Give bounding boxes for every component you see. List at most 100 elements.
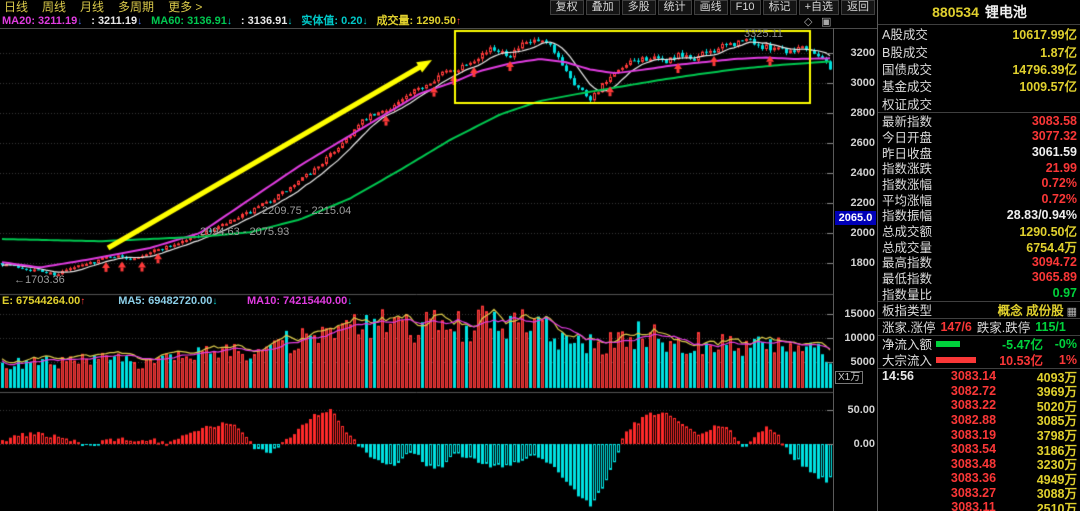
indicator-text: MA20: 3211.19	[2, 14, 78, 27]
tick-list[interactable]: 14:56 3083.14 4093万 3082.72 3969万 3083.22 5020…	[878, 369, 1080, 511]
quote-row-value: 10617.99亿	[1012, 28, 1077, 43]
board-type-inner: 板指类型 概念 成份股 ▦	[878, 302, 1080, 318]
low-annotation: ←1703.36	[14, 274, 65, 286]
period-menu-item-1[interactable]: 日线	[4, 0, 29, 14]
indicator-segment: : 3211.19↓	[91, 15, 142, 28]
quote-row-value: 3061.59	[1031, 145, 1077, 160]
indicator-text: : 3211.19	[91, 14, 138, 27]
indicator-segment: 实体值: 0.20↓	[301, 15, 367, 28]
quote-row-label: 指数量比	[882, 287, 933, 302]
quote-row: 昨日收盘 3061.59	[878, 144, 1080, 161]
volume-axis-tick: 10000	[844, 332, 875, 344]
trend-arrow-icon: ↑	[456, 15, 462, 27]
breadth-up-value: 147/6	[940, 319, 972, 334]
quote-row: 指数振幅 28.83/0.94%	[878, 207, 1080, 224]
period-menu-item-2[interactable]: 周线	[42, 0, 67, 14]
quote-row-label: 指数振幅	[882, 209, 933, 224]
board-link-1[interactable]: 概念	[997, 304, 1023, 319]
period-menu-item-3[interactable]: 月线	[80, 0, 105, 14]
tick-row: 3083.48 3230万	[878, 456, 1080, 473]
quote-row-value: 1009.57亿	[1019, 80, 1077, 95]
tick-price: 3083.27	[950, 485, 997, 500]
tick-price: 3083.36	[950, 471, 997, 486]
quote-row: A股成交 10617.99亿	[878, 25, 1080, 42]
toolbar-button-2[interactable]: 叠加	[585, 0, 620, 15]
tick-row: 3083.22 5020万	[878, 398, 1080, 414]
period-menu-item-4[interactable]: 多周期	[118, 0, 155, 14]
main-chart-canvas[interactable]	[0, 28, 833, 511]
flow-pct: -0%	[1054, 336, 1077, 351]
top-toolbar: 复权 叠加 多股 统计 画线 F10 标记 +自选 返回	[549, 0, 877, 15]
volume-ma-text: E: 67544264.00	[2, 295, 81, 307]
tick-row: 3083.54 3186万	[878, 442, 1080, 458]
price-axis-tick: 1800	[850, 257, 875, 269]
quote-row: 最新指数 3083.58	[878, 113, 1080, 130]
trend-arrow-icon: ↓	[77, 15, 83, 27]
quote-row-label: 国债成交	[882, 62, 933, 77]
volume-ma-label: E: 67544264.00↑	[2, 295, 85, 307]
tick-time: 14:56	[882, 369, 914, 384]
quote-panel-title[interactable]: 880534 锂电池	[878, 0, 1080, 24]
toolbar-button-7[interactable]: 标记	[762, 0, 797, 15]
toolbar-button-5[interactable]: 画线	[693, 0, 728, 15]
quote-row-label: B股成交	[882, 45, 928, 60]
tick-volume: 4949万	[1036, 472, 1077, 487]
quote-row-value: 14796.39亿	[1012, 62, 1077, 77]
price-axis-tick: 2600	[850, 137, 875, 149]
market-turnover-rows: A股成交 10617.99亿 B股成交 1.87亿 国债成交 14796.39亿 基金成交 1…	[878, 25, 1080, 112]
price-axis-tick: 2800	[850, 107, 875, 119]
tick-volume: 3798万	[1036, 429, 1077, 443]
indicator-segment: MA20: 3211.19↓	[2, 15, 82, 28]
flow-bar	[936, 356, 977, 363]
tick-price: 3082.88	[950, 412, 997, 427]
tick-price: 3083.22	[950, 398, 997, 413]
quote-row: 平均涨幅 0.72%	[878, 191, 1080, 208]
quote-row-value: 28.83/0.94%	[1006, 207, 1077, 222]
toolbar-button-4[interactable]: 统计	[657, 0, 692, 15]
quote-row: 今日开盘 3077.32	[878, 129, 1080, 145]
stock-code: 880534	[932, 4, 979, 20]
diamond-tool-icon[interactable]: ◇	[804, 16, 813, 28]
toolbar-button-1[interactable]: 复权	[549, 0, 584, 15]
flow-bar	[936, 340, 961, 347]
grid-icon[interactable]: ▦	[1066, 306, 1077, 319]
toolbar-button-8[interactable]: +自选	[798, 0, 839, 15]
tick-row: 3082.88 3085万	[878, 412, 1080, 429]
indicator-text: 实体值: 0.20	[301, 14, 363, 27]
right-axis: 2065.0 X1万 3200 3000 2800 2600 2400 2200 2000 1…	[833, 28, 878, 511]
quote-row: 总成交量 6754.4万	[878, 238, 1080, 255]
flow-value: 10.53亿	[999, 354, 1043, 369]
board-type-row: 板指类型 概念 成份股 ▦	[878, 302, 1080, 318]
window-tool-icon[interactable]: ▣	[821, 16, 832, 28]
board-link-2[interactable]: 成份股	[1022, 304, 1064, 319]
toolbar-button-6[interactable]: F10	[729, 0, 761, 15]
price-axis-tick: 3000	[850, 77, 875, 89]
toolbar-button-3[interactable]: 多股	[621, 0, 656, 15]
trend-arrow-icon: ↓	[137, 15, 143, 27]
price-axis-tick: 2200	[850, 197, 875, 209]
tick-price: 3083.14	[950, 369, 997, 384]
quote-row: 最低指数 3065.89	[878, 270, 1080, 286]
tick-row: 3082.72 3969万	[878, 383, 1080, 400]
quote-row: B股成交 1.87亿	[878, 42, 1080, 60]
board-type-label: 板指类型	[882, 304, 933, 319]
tick-price: 3083.48	[950, 456, 997, 471]
indicator-segment: : 3136.91↓	[241, 15, 292, 28]
trend-arrow-icon: ↑	[80, 296, 86, 307]
gap-annotation-1: 2209.75 - 2215.04	[262, 205, 352, 217]
toolbar-button-9[interactable]: 返回	[841, 0, 875, 15]
quote-row-label: A股成交	[882, 28, 928, 43]
breadth-row: 涨家.涨停 147/6 跌家.跌停 115/1	[878, 319, 1080, 336]
quote-row: 指数涨幅 0.72%	[878, 176, 1080, 192]
quote-row-label: 最新指数	[882, 115, 933, 130]
period-menu-item-5[interactable]: 更多 >	[168, 0, 203, 14]
tick-price: 3083.11	[951, 500, 996, 511]
breadth-inner: 涨家.涨停 147/6 跌家.跌停 115/1	[878, 319, 1080, 336]
tick-volume: 2510万	[1036, 501, 1077, 511]
quote-panel: 880534 锂电池 A股成交 10617.99亿 B股成交 1.87亿国债成交 1479…	[877, 0, 1080, 511]
trend-arrow-icon: ↓	[212, 296, 218, 307]
quote-row-value: 3065.89	[1031, 270, 1077, 285]
breadth-up-label: 涨家.涨停	[882, 321, 936, 336]
quote-row-value: 0.72%	[1041, 192, 1077, 207]
quote-row: 指数涨跌 21.99	[878, 160, 1080, 177]
